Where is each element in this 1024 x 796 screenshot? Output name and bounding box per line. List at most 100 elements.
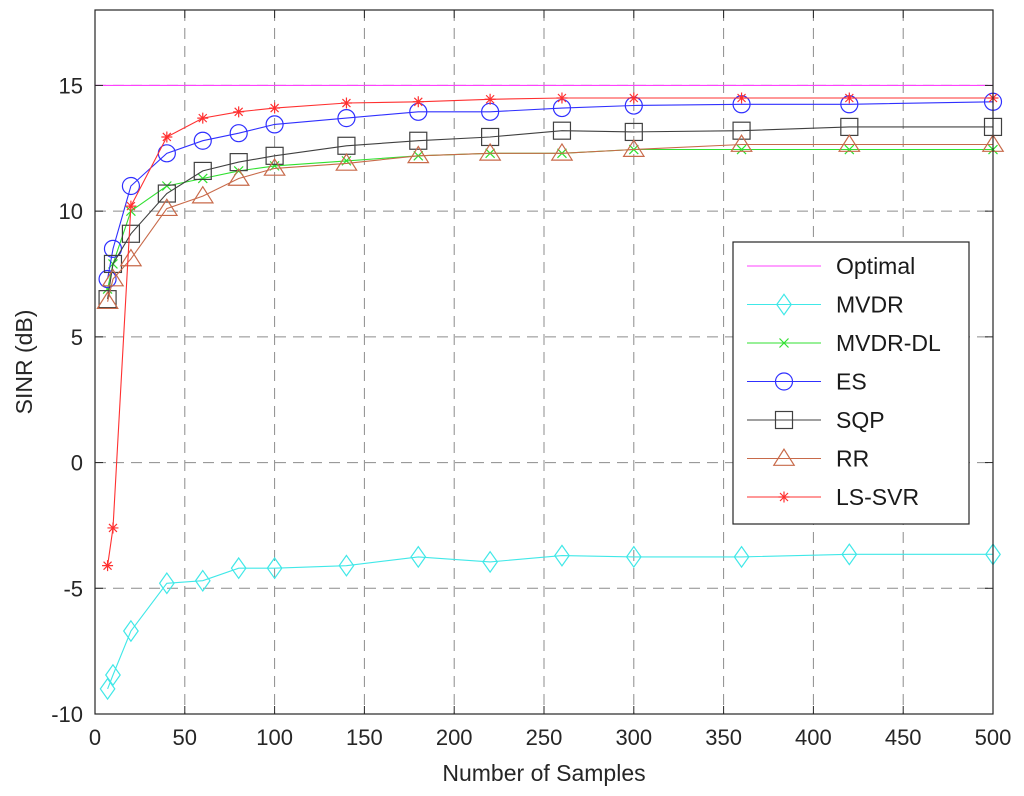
data-point-star	[484, 93, 496, 105]
data-point-star	[843, 92, 855, 104]
y-tick-label: -5	[63, 576, 83, 601]
data-point-triangle	[96, 291, 119, 310]
data-point-diamond	[733, 545, 750, 569]
data-point-circle	[774, 372, 794, 391]
x-axis-title: Number of Samples	[442, 760, 645, 786]
data-point-circle	[193, 131, 212, 150]
data-point-x	[197, 173, 208, 184]
data-point-star	[736, 92, 748, 104]
data-point-triangle	[772, 448, 796, 466]
data-point-star	[107, 522, 119, 534]
x-axis-ticks: 0 50 100 150 200 250 300 350 400 450 500	[89, 10, 1011, 750]
data-point-circle	[121, 176, 141, 196]
legend-entry: RR	[747, 446, 869, 472]
legend: Optimal MVDR MVDR-DL ES SQP RR LS-SVR	[732, 241, 970, 525]
series-line	[107, 553, 993, 690]
series-layer	[95, 84, 1005, 701]
data-point-x	[161, 181, 172, 191]
data-point-star	[556, 92, 568, 104]
y-tick-label: 10	[59, 199, 83, 224]
series-line	[107, 143, 993, 302]
data-point-circle	[98, 269, 117, 289]
data-point-triangle	[550, 142, 574, 161]
legend-label: Optimal	[836, 253, 915, 279]
x-tick-label: 100	[256, 725, 293, 750]
data-point-star	[340, 97, 352, 109]
series-mvdr	[99, 543, 1001, 701]
data-point-diamond	[266, 556, 283, 580]
series-line	[107, 101, 994, 280]
data-point-diamond	[194, 569, 211, 592]
data-point-square	[409, 131, 428, 150]
y-tick-label: 0	[71, 451, 83, 476]
x-tick-label: 300	[615, 725, 652, 750]
data-point-star	[197, 112, 209, 124]
data-point-diamond	[553, 544, 570, 567]
series-rr	[96, 134, 1005, 310]
x-tick-label: 250	[526, 725, 563, 750]
data-point-square	[98, 290, 117, 309]
data-point-square	[481, 127, 500, 147]
data-point-triangle	[478, 142, 502, 161]
data-point-triangle	[101, 268, 125, 287]
data-point-triangle	[335, 152, 358, 171]
legend-entry: MVDR	[747, 292, 904, 318]
data-point-triangle	[838, 134, 861, 152]
data-point-square	[774, 410, 794, 430]
data-point-star	[161, 131, 173, 143]
data-point-star	[628, 92, 640, 104]
data-point-diamond	[230, 556, 247, 580]
x-tick-label: 400	[795, 725, 832, 750]
data-point-square	[229, 153, 248, 172]
y-axis-title: SINR (dB)	[11, 310, 37, 415]
legend-label: MVDR-DL	[836, 330, 941, 356]
series-line	[107, 126, 993, 300]
data-point-circle	[265, 115, 284, 134]
x-tick-label: 50	[173, 725, 197, 750]
data-point-triangle	[227, 167, 250, 186]
legend-entry: Optimal	[747, 253, 915, 279]
data-point-x	[779, 338, 789, 348]
data-point-triangle	[406, 145, 430, 164]
legend-label: RR	[836, 446, 869, 472]
data-point-triangle	[119, 248, 143, 267]
data-point-x	[736, 144, 747, 155]
data-point-star	[778, 491, 790, 503]
data-point-x	[844, 144, 855, 155]
legend-entry: MVDR-DL	[747, 330, 941, 356]
data-point-diamond	[338, 554, 355, 577]
data-point-square	[552, 121, 572, 140]
y-tick-label: 15	[59, 73, 83, 98]
data-point-diamond	[841, 543, 858, 566]
x-tick-label: 150	[346, 725, 383, 750]
legend-entry: ES	[747, 369, 867, 395]
legend-box	[732, 241, 970, 525]
legend-entry: SQP	[747, 407, 885, 433]
legend-entry: LS-SVR	[747, 484, 919, 510]
data-point-star	[102, 560, 114, 572]
data-point-diamond	[158, 572, 175, 595]
legend-label: ES	[836, 369, 867, 395]
data-point-star	[233, 106, 245, 118]
data-point-diamond	[625, 545, 642, 569]
legend-label: LS-SVR	[836, 484, 919, 510]
series-ls-svr	[102, 92, 999, 572]
legend-label: SQP	[836, 407, 885, 433]
x-tick-label: 200	[436, 725, 473, 750]
data-point-square	[193, 161, 212, 181]
x-tick-label: 450	[885, 725, 922, 750]
data-point-diamond	[410, 545, 427, 569]
data-point-star	[125, 200, 137, 212]
data-point-diamond	[104, 663, 121, 687]
data-point-star	[269, 102, 281, 114]
data-point-diamond	[122, 619, 139, 643]
data-point-diamond	[776, 293, 792, 316]
data-point-triangle	[263, 157, 286, 176]
x-tick-label: 0	[89, 725, 101, 750]
data-point-triangle	[622, 139, 646, 157]
data-point-triangle	[191, 185, 215, 204]
data-point-triangle	[155, 198, 179, 217]
y-tick-label: 5	[71, 325, 83, 350]
data-point-diamond	[482, 550, 499, 574]
